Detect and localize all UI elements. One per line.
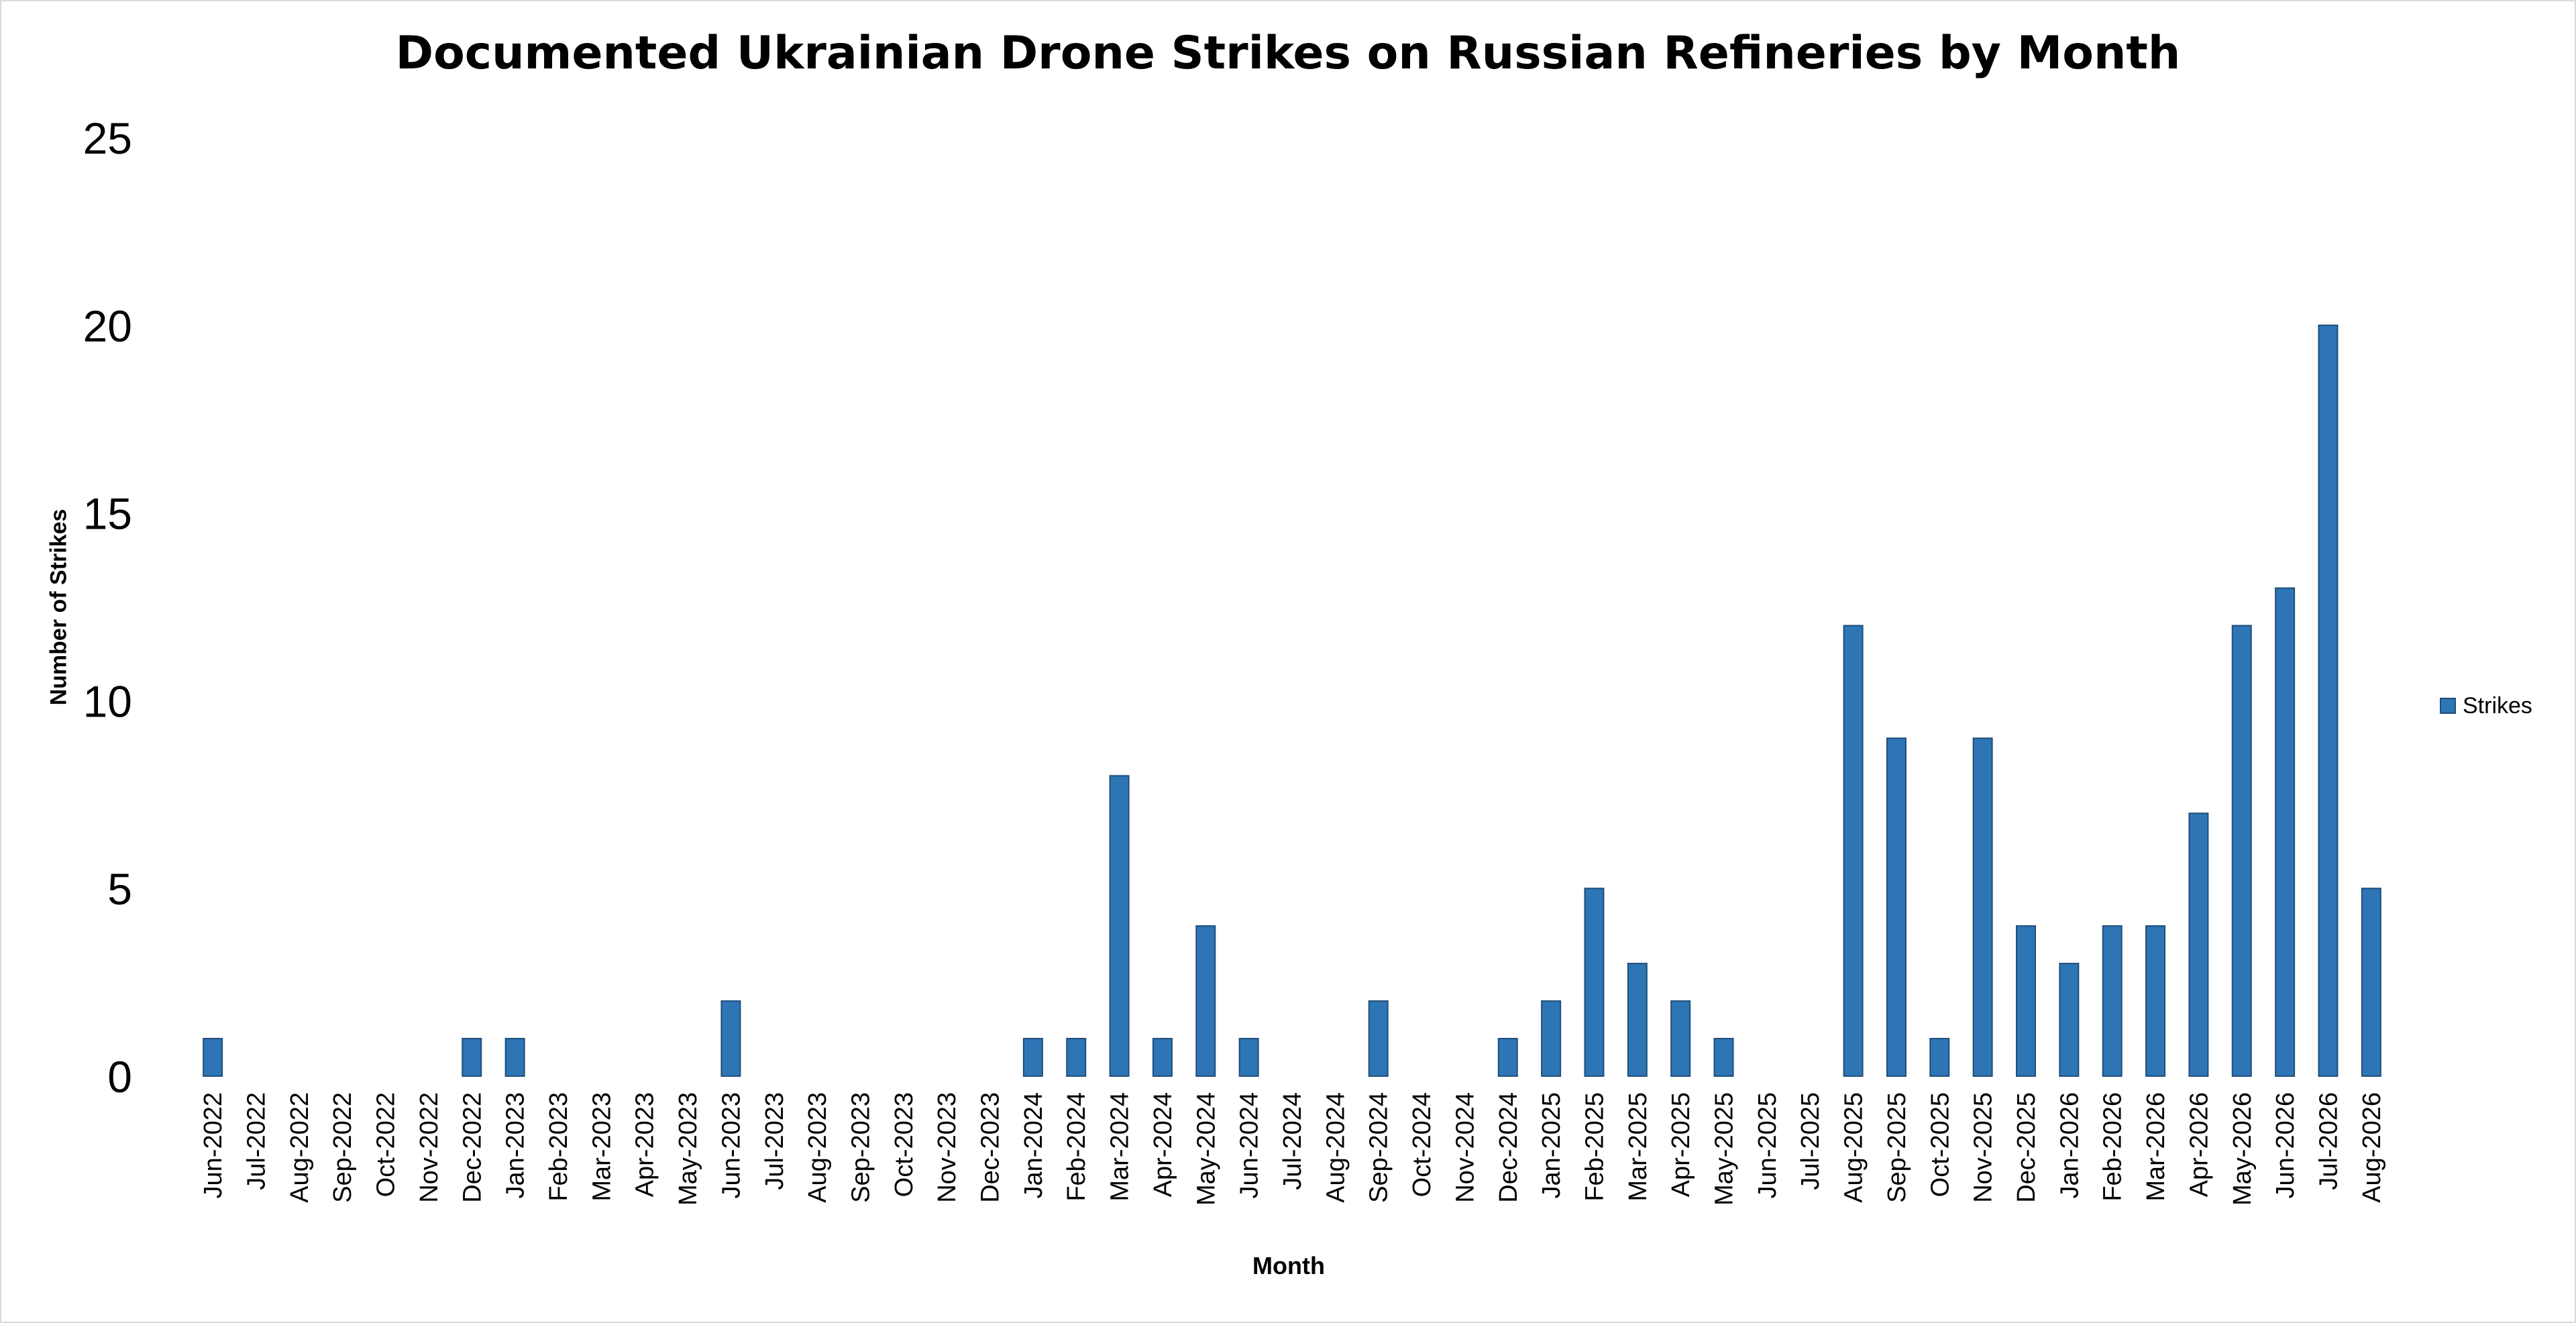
x-tick-label: Nov-2022 xyxy=(415,1092,443,1203)
bar-sep-2025 xyxy=(1886,737,1907,1077)
x-tick-label: Dec-2025 xyxy=(2012,1092,2041,1203)
x-tick-label: Jul-2023 xyxy=(761,1092,789,1190)
x-axis-title: Month xyxy=(1252,1252,1325,1279)
bar-aug-2025 xyxy=(1843,625,1864,1077)
bars xyxy=(203,324,2381,1077)
x-tick-label: Sep-2025 xyxy=(1883,1092,1911,1203)
x-tick-label: Oct-2024 xyxy=(1408,1092,1436,1197)
bar-sep-2024 xyxy=(1368,1000,1389,1077)
bar-dec-2024 xyxy=(1497,1038,1518,1077)
x-tick-label: Sep-2022 xyxy=(329,1092,357,1203)
bar-apr-2025 xyxy=(1670,1000,1691,1077)
x-tick-label: Aug-2025 xyxy=(1840,1092,1868,1203)
x-tick-label: Dec-2022 xyxy=(458,1092,486,1203)
x-tick-label: Jan-2025 xyxy=(1538,1092,1566,1198)
x-tick-label: Feb-2023 xyxy=(545,1092,573,1202)
x-tick-label: Apr-2026 xyxy=(2185,1092,2213,1197)
x-tick-label: Jul-2026 xyxy=(2314,1092,2343,1190)
bar-may-2024 xyxy=(1195,925,1216,1077)
bar-aug-2026 xyxy=(2361,888,2381,1077)
bar-jan-2026 xyxy=(2059,963,2080,1077)
x-tick-label: Feb-2024 xyxy=(1063,1092,1091,1202)
x-tick-label: Nov-2023 xyxy=(933,1092,961,1203)
x-tick-label: Jul-2024 xyxy=(1279,1092,1307,1190)
x-tick-label: Dec-2024 xyxy=(1495,1092,1523,1203)
bar-nov-2025 xyxy=(1972,737,1993,1077)
bar-mar-2025 xyxy=(1627,963,1648,1077)
x-tick-label: Mar-2025 xyxy=(1624,1092,1652,1202)
bar-jun-2024 xyxy=(1238,1038,1259,1077)
x-tick-label: May-2025 xyxy=(1711,1092,1739,1206)
x-tick-label: Mar-2026 xyxy=(2142,1092,2170,1202)
bar-jun-2022 xyxy=(203,1038,223,1077)
y-tick-label: 10 xyxy=(83,676,132,726)
y-tick-label: 5 xyxy=(107,864,132,914)
bar-apr-2026 xyxy=(2188,812,2209,1077)
x-tick-label: Jul-2022 xyxy=(243,1092,271,1190)
x-tick-label: Nov-2024 xyxy=(1451,1092,1479,1203)
x-tick-label: Oct-2022 xyxy=(372,1092,400,1197)
y-tick-label: 15 xyxy=(83,489,132,539)
bar-jun-2026 xyxy=(2275,587,2296,1077)
x-tick-label: Feb-2026 xyxy=(2099,1092,2127,1202)
legend-swatch xyxy=(2440,698,2456,714)
bar-jan-2025 xyxy=(1541,1000,1562,1077)
bar-may-2025 xyxy=(1713,1038,1734,1077)
x-tick-label: Jan-2026 xyxy=(2055,1092,2084,1198)
x-tick-label: Aug-2024 xyxy=(1322,1092,1350,1203)
y-tick-label: 25 xyxy=(83,113,132,163)
x-tick-label: Oct-2025 xyxy=(1926,1092,1954,1197)
x-tick-label: Jun-2022 xyxy=(199,1092,227,1198)
bar-jan-2023 xyxy=(504,1038,525,1077)
y-tick-label: 20 xyxy=(83,301,132,351)
bar-dec-2025 xyxy=(2016,925,2036,1077)
bar-feb-2024 xyxy=(1066,1038,1087,1077)
x-tick-label: May-2026 xyxy=(2229,1092,2257,1206)
x-tick-label: Dec-2023 xyxy=(977,1092,1005,1203)
bar-jul-2026 xyxy=(2318,324,2339,1077)
bar-apr-2024 xyxy=(1152,1038,1173,1077)
x-tick-label: Jan-2023 xyxy=(502,1092,530,1198)
x-tick-label: May-2024 xyxy=(1192,1092,1220,1206)
x-tick-label: Aug-2023 xyxy=(804,1092,832,1203)
chart-title: Documented Ukrainian Drone Strikes on Ru… xyxy=(395,27,2181,80)
bar-mar-2026 xyxy=(2145,925,2166,1077)
x-tick-label: Jun-2026 xyxy=(2271,1092,2300,1198)
x-tick-label: Sep-2024 xyxy=(1365,1092,1393,1203)
x-tick-label: Jan-2024 xyxy=(1020,1092,1048,1198)
bar-feb-2026 xyxy=(2102,925,2123,1077)
y-axis-ticks: 0 5 10 15 20 25 xyxy=(83,113,132,1102)
x-tick-label: Mar-2023 xyxy=(588,1092,616,1202)
x-tick-label: Nov-2025 xyxy=(1970,1092,1998,1203)
x-tick-label: Aug-2026 xyxy=(2358,1092,2386,1203)
legend-label: Strikes xyxy=(2463,692,2532,719)
x-tick-label: Apr-2025 xyxy=(1667,1092,1695,1197)
x-tick-label: Jun-2025 xyxy=(1754,1092,1782,1198)
x-tick-label: Jul-2025 xyxy=(1796,1092,1825,1190)
x-tick-label: May-2023 xyxy=(674,1092,702,1206)
bar-jan-2024 xyxy=(1022,1038,1043,1077)
bar-oct-2025 xyxy=(1929,1038,1950,1077)
x-tick-label: Apr-2023 xyxy=(631,1092,659,1197)
x-tick-label: Jun-2024 xyxy=(1236,1092,1264,1198)
bar-dec-2022 xyxy=(462,1038,482,1077)
bar-may-2026 xyxy=(2231,625,2252,1077)
bar-mar-2024 xyxy=(1109,775,1130,1077)
bar-jun-2023 xyxy=(720,1000,741,1077)
x-tick-label: Oct-2023 xyxy=(890,1092,918,1197)
x-tick-label: Apr-2024 xyxy=(1149,1092,1177,1197)
x-tick-label: Jun-2023 xyxy=(717,1092,745,1198)
y-tick-label: 0 xyxy=(107,1052,132,1102)
x-tick-label: Mar-2024 xyxy=(1106,1092,1134,1202)
bar-feb-2025 xyxy=(1584,888,1605,1077)
x-tick-label: Aug-2022 xyxy=(286,1092,314,1203)
legend: Strikes xyxy=(2440,692,2532,719)
x-tick-label: Sep-2023 xyxy=(847,1092,875,1203)
x-axis-ticks: Jun-2022 Jul-2022 Aug-2022 Sep-2022 Oct-2022… xyxy=(199,1092,2386,1206)
x-tick-label: Feb-2025 xyxy=(1580,1092,1609,1202)
